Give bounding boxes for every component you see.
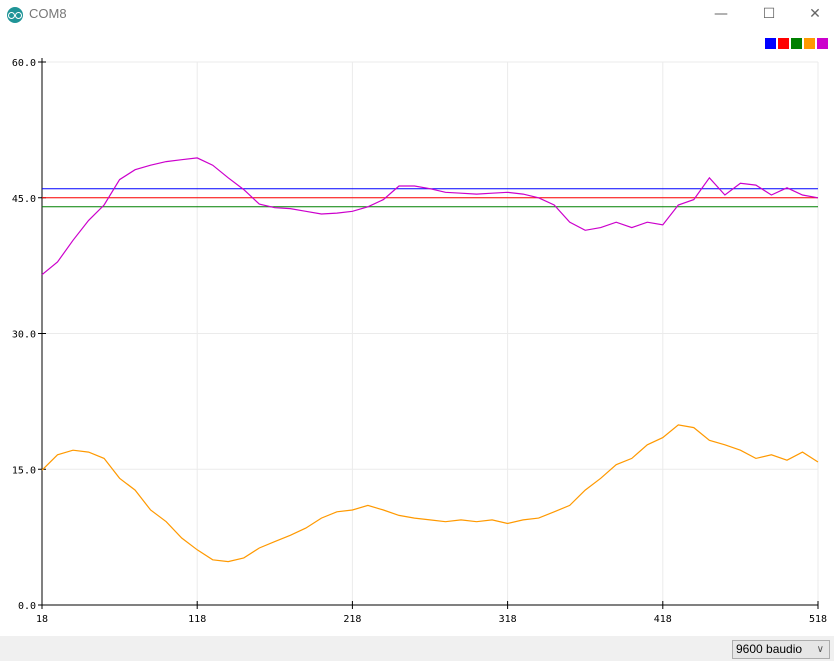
x-tick-label: 218 bbox=[343, 614, 361, 625]
legend-swatch-4 bbox=[817, 38, 828, 49]
y-tick-label: 0.0 bbox=[18, 601, 36, 612]
minimize-button[interactable]: — bbox=[714, 6, 728, 22]
window-title: COM8 bbox=[29, 6, 67, 21]
bottom-bar: 9600 baudio ∨ bbox=[0, 636, 834, 661]
legend-swatch-3 bbox=[804, 38, 815, 49]
y-tick-label: 60.0 bbox=[12, 58, 36, 69]
arduino-icon bbox=[7, 7, 23, 23]
x-tick-label: 18 bbox=[36, 614, 48, 625]
x-tick-label: 318 bbox=[499, 614, 517, 625]
series-line-4 bbox=[41, 157, 819, 276]
maximize-button[interactable]: ☐ bbox=[762, 6, 776, 22]
baud-rate-value: 9600 baudio bbox=[736, 642, 803, 656]
close-button[interactable]: ✕ bbox=[809, 6, 821, 22]
x-tick-label: 518 bbox=[809, 614, 827, 625]
plot-area: 18 118 218 318 418 518 0.0 15.0 30.0 45.0 60.0 bbox=[12, 58, 827, 625]
title-bar: COM8 — ☐ ✕ bbox=[0, 0, 834, 30]
legend bbox=[765, 38, 828, 49]
chevron-down-icon: ∨ bbox=[816, 644, 824, 655]
legend-swatch-0 bbox=[765, 38, 776, 49]
y-tick-label: 30.0 bbox=[12, 330, 36, 341]
legend-swatch-2 bbox=[791, 38, 802, 49]
y-tick-label: 15.0 bbox=[12, 465, 36, 476]
series-line-3 bbox=[41, 424, 819, 563]
y-tick-label: 45.0 bbox=[12, 194, 36, 205]
x-tick-label: 118 bbox=[188, 614, 206, 625]
x-tick-label: 418 bbox=[654, 614, 672, 625]
legend-swatch-1 bbox=[778, 38, 789, 49]
baud-rate-select[interactable]: 9600 baudio ∨ bbox=[732, 640, 830, 659]
